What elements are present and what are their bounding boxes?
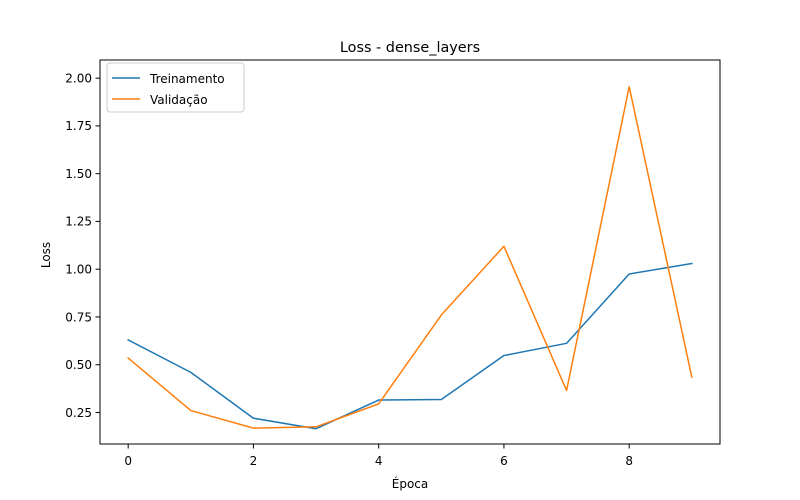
plot-area: [99, 59, 721, 445]
x-tick-label: 2: [250, 454, 258, 468]
x-tick-label: 6: [500, 454, 508, 468]
y-tick-label: 2.00: [65, 71, 92, 85]
legend-label-validacao: Validação: [150, 93, 208, 107]
series-line-validacao: [127, 86, 693, 429]
legend: Treinamento Validação: [106, 62, 245, 113]
x-tick-label: 4: [375, 454, 383, 468]
series-line-treinamento: [127, 262, 693, 430]
chart-title: Loss - dense_layers: [340, 40, 480, 56]
plot-frame: [99, 59, 721, 445]
y-tick-label: 1.50: [65, 167, 92, 181]
y-tick-label: 1.75: [65, 119, 92, 133]
y-tick-label: 1.25: [65, 215, 92, 229]
legend-box: [106, 62, 245, 113]
series-layer: [127, 86, 693, 430]
y-axis: 0.25 0.50 0.75 1.00 1.25 1.50 1.75 2.00: [65, 71, 100, 420]
y-tick-label: 0.75: [65, 310, 92, 324]
x-tick-label: 0: [124, 454, 132, 468]
y-axis-label: Loss: [39, 242, 53, 268]
x-tick-label: 8: [625, 454, 633, 468]
y-tick-label: 0.25: [65, 406, 92, 420]
x-axis-label: Época: [392, 476, 429, 491]
legend-label-treinamento: Treinamento: [149, 72, 225, 86]
x-axis: 0 2 4 6 8: [124, 444, 633, 468]
y-tick-label: 1.00: [65, 262, 92, 276]
y-tick-label: 0.50: [65, 358, 92, 372]
